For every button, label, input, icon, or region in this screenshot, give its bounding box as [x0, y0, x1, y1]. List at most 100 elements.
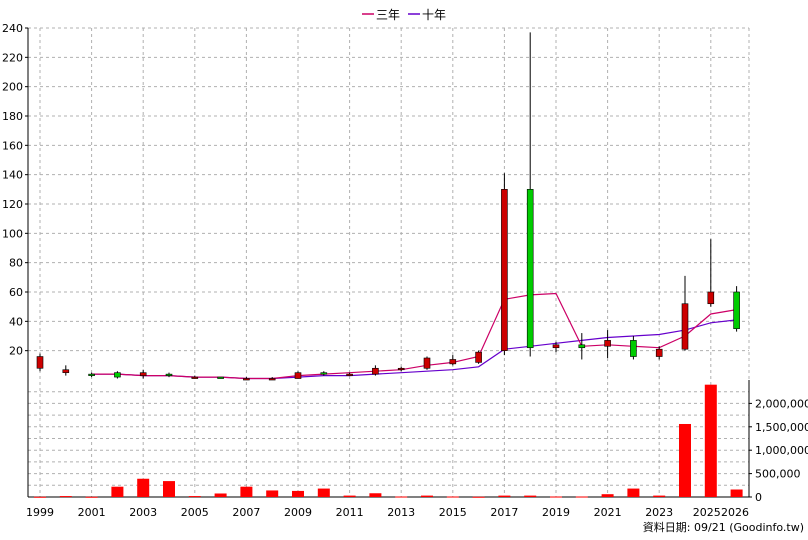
volume-bar	[446, 496, 459, 498]
moving-average-lines	[91, 292, 737, 380]
candle-body	[268, 378, 276, 381]
year-tick-label: 2009	[284, 506, 312, 519]
legend: 三年 十年	[362, 8, 446, 22]
candle-body	[475, 351, 482, 363]
volume-bar	[653, 495, 666, 497]
year-tick-label: 2026	[721, 506, 749, 519]
volume-tick-label: 500,000	[755, 468, 801, 481]
volume-bar	[575, 496, 588, 498]
price-tick-label: 100	[2, 227, 23, 240]
ma-10y-line	[91, 319, 737, 380]
year-tick-label: 2025	[693, 506, 721, 519]
price-tick-label: 140	[2, 169, 23, 182]
volume-bar	[34, 496, 46, 498]
volume-bar	[214, 493, 227, 497]
volume-tick-label: 2,000,000	[755, 397, 808, 410]
candle-body	[604, 340, 611, 347]
volume-bar	[240, 486, 253, 497]
price-tick-label: 180	[2, 110, 23, 123]
volume-bar	[317, 488, 330, 497]
grid-lines	[28, 27, 750, 497]
year-tick-label: 2023	[645, 506, 673, 519]
year-tick-label: 2011	[336, 506, 364, 519]
data-source-note: 資料日期: 09/21 (Goodinfo.tw)	[643, 520, 804, 534]
price-tick-label: 120	[2, 198, 23, 211]
volume-bars	[34, 384, 743, 498]
price-axis-labels: 20 40 60 80 100 120 140 160 180 200 220 240	[2, 22, 28, 358]
volume-axis-labels: 0 500,000 1,000,000 1,500,000 2,000,000	[749, 397, 808, 504]
candle-body	[630, 340, 637, 357]
year-tick-label: 2005	[181, 506, 209, 519]
candle-body	[552, 344, 560, 349]
candle-body	[372, 367, 379, 375]
candle-body	[294, 372, 302, 379]
volume-bar	[498, 495, 511, 497]
volume-bar	[163, 481, 175, 497]
year-tick-label: 2015	[439, 506, 467, 519]
year-axis-labels: 1999 2001 2003 2005 2007 2009 2011 2013 2015 2017…	[26, 506, 749, 519]
year-tick-label: 2019	[542, 506, 570, 519]
price-tick-label: 80	[9, 257, 23, 270]
volume-bar	[730, 489, 743, 497]
volume-bar	[111, 486, 124, 497]
price-tick-label: 20	[9, 345, 23, 358]
candle-body	[501, 189, 508, 351]
candle-body	[165, 373, 173, 376]
ma-3y-line	[91, 292, 737, 380]
year-tick-label: 1999	[26, 506, 54, 519]
year-tick-label: 2001	[78, 506, 106, 519]
price-tick-label: 40	[9, 315, 23, 328]
candle-body	[62, 369, 70, 373]
volume-bar	[524, 495, 537, 497]
candle-body	[139, 372, 147, 376]
candle-body	[655, 348, 663, 357]
volume-bar	[292, 490, 304, 497]
candle-body	[243, 378, 250, 381]
volume-bar	[369, 493, 382, 497]
volume-bar	[85, 496, 98, 498]
candle-body	[346, 373, 353, 376]
volume-bar	[395, 496, 408, 498]
volume-bar	[627, 488, 640, 497]
legend-label-3y: 三年	[376, 8, 400, 22]
price-tick-label: 220	[2, 51, 23, 64]
volume-bar	[59, 496, 72, 498]
legend-label-10y: 十年	[422, 8, 446, 22]
volume-bar	[601, 494, 614, 497]
candle-body	[578, 344, 586, 349]
volume-bar	[421, 495, 433, 497]
price-tick-label: 60	[9, 286, 23, 299]
candle-body	[88, 373, 95, 376]
candle-body	[449, 359, 457, 365]
volume-bar	[188, 496, 201, 498]
candle-body	[423, 357, 431, 369]
candle-body	[733, 291, 740, 329]
volume-bar	[679, 423, 691, 497]
price-tick-label: 200	[2, 81, 23, 94]
volume-bar	[137, 478, 150, 497]
volume-bar	[704, 384, 717, 497]
price-tick-label: 240	[2, 22, 23, 35]
price-tick-label: 160	[2, 139, 23, 152]
year-tick-label: 2017	[490, 506, 518, 519]
candle-body	[397, 367, 405, 371]
volume-bar	[343, 495, 356, 497]
candle-body	[114, 372, 121, 378]
candle-body	[526, 189, 534, 349]
candlesticks	[36, 32, 740, 381]
volume-tick-label: 1,000,000	[755, 444, 808, 457]
candle-body	[320, 372, 328, 375]
candle-body	[191, 376, 199, 379]
volume-bar	[266, 490, 279, 497]
candle-body	[707, 291, 715, 305]
volume-tick-label: 0	[755, 491, 762, 504]
volume-bar	[550, 496, 562, 498]
year-tick-label: 2007	[232, 506, 260, 519]
volume-bar	[472, 496, 485, 498]
year-tick-label: 2021	[594, 506, 622, 519]
volume-tick-label: 1,500,000	[755, 421, 808, 434]
candle-body	[217, 376, 224, 379]
year-tick-label: 2013	[387, 506, 415, 519]
candle-body	[36, 356, 44, 369]
